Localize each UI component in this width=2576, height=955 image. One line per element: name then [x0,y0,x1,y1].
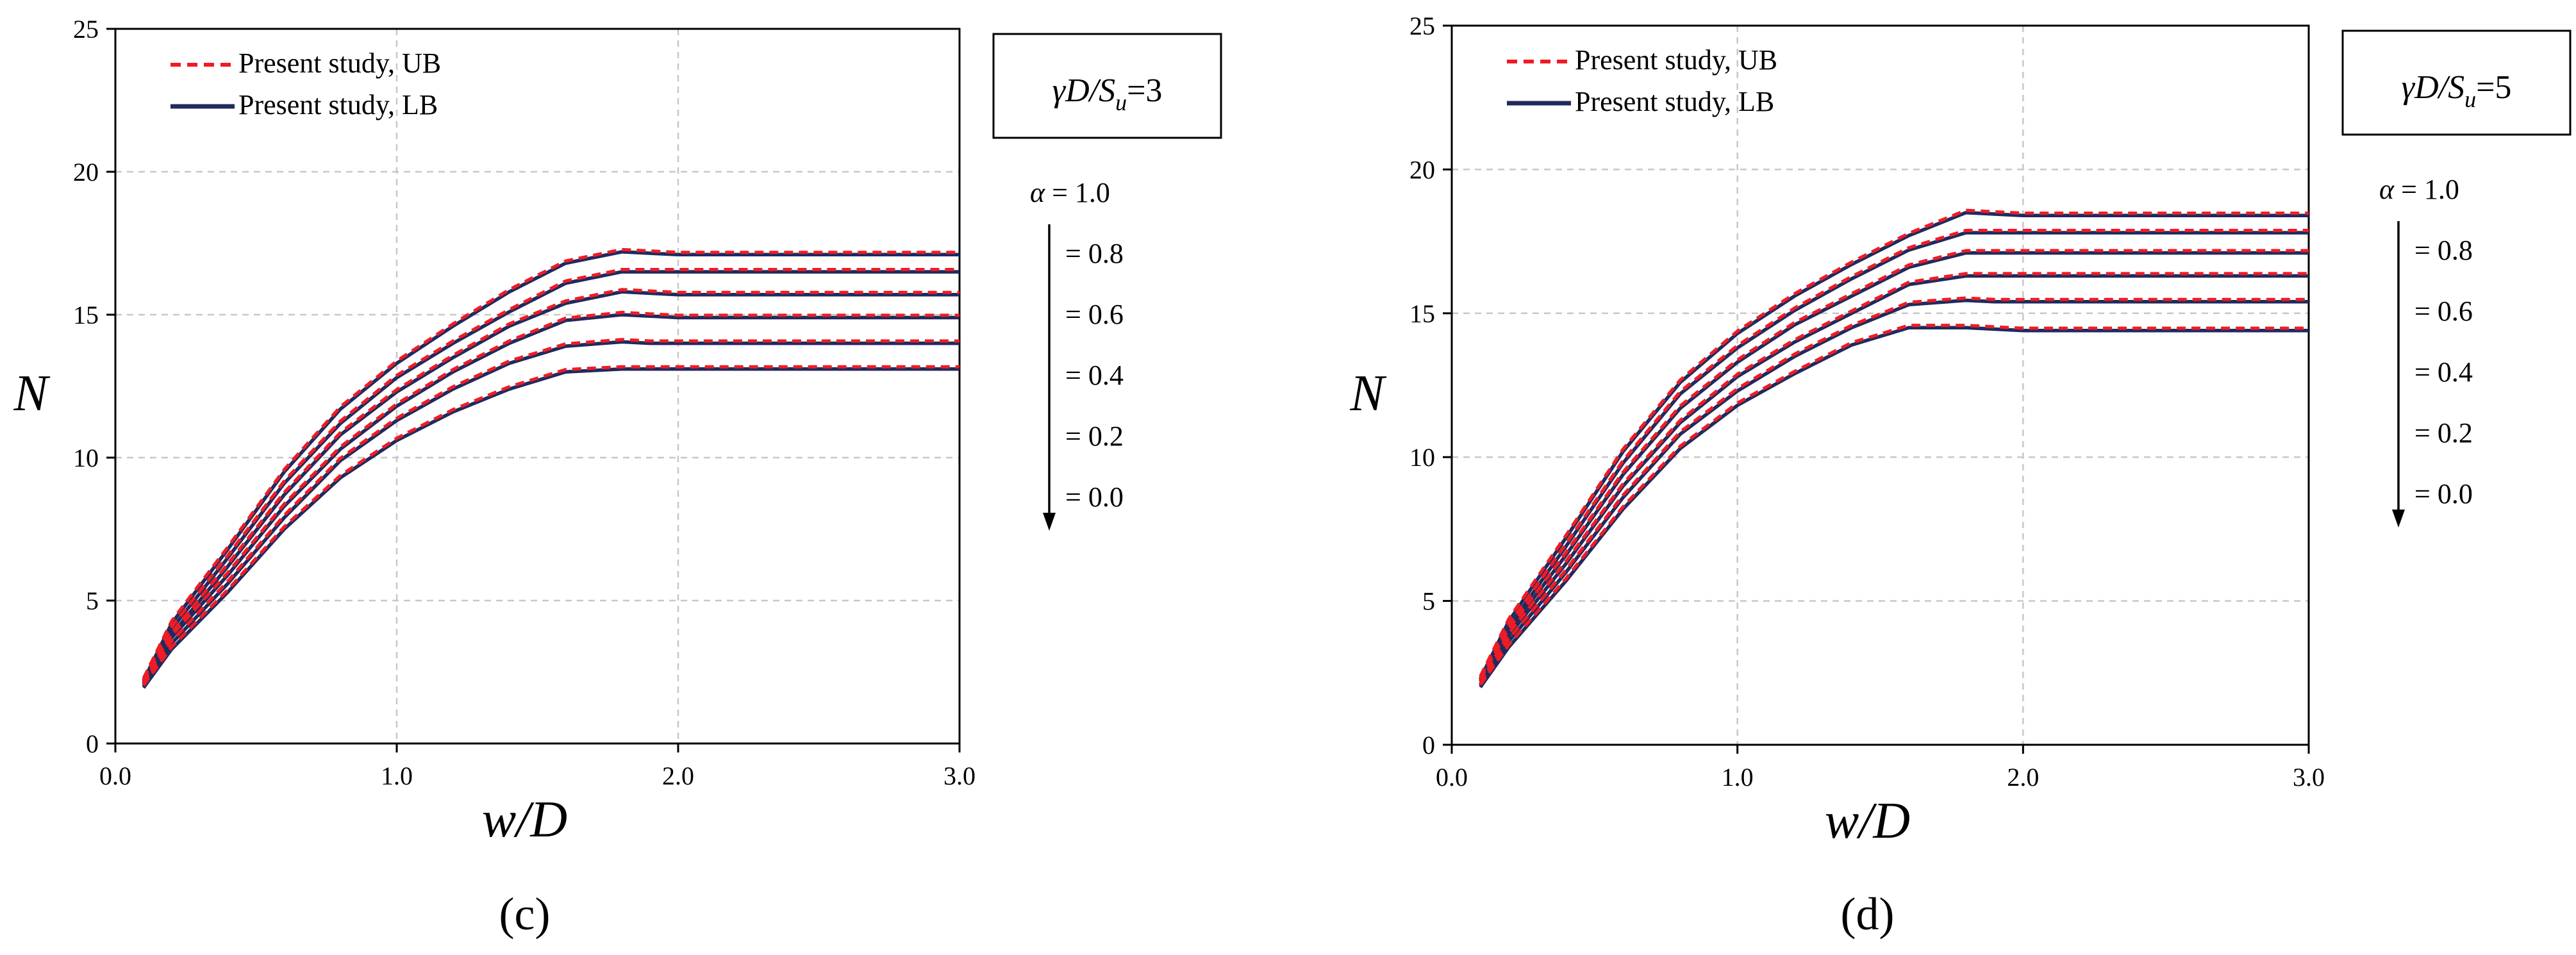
series-lb-line [142,340,960,688]
parameter-box [2341,29,2572,136]
series-ub-line [142,310,960,684]
y-tick-label: 5 [86,586,99,615]
series-lb-line [142,290,960,685]
series-ub-line [1479,249,2309,680]
legend-ub-label: Present study, UB [1575,44,1777,76]
series-ub-line [1479,272,2309,683]
alpha-label: = 0.8 [1065,238,1124,269]
chart-panel-c: 0 5 10 15 20 25 0.0 1.0 2.0 3.0 Nw/D (c) Present stu… [13,15,1222,940]
series-ub-line [142,288,960,683]
plot-area [1452,26,2309,745]
parameter-label-sub: u [2464,87,2476,112]
alpha-label: = 0.6 [1065,299,1124,330]
y-tick-label: 0 [1422,731,1435,760]
y-axis-title: N [1349,365,1387,422]
alpha-label: = 0.0 [1065,481,1124,513]
x-axis-title: w/D [1825,793,1910,849]
alpha-label: α = 1.0 [2379,174,2459,205]
alpha-label: = 0.4 [2414,356,2473,388]
alpha-label: α = 1.0 [1030,177,1110,208]
y-tick-label: 20 [1409,155,1435,184]
parameter-label-value: =5 [2476,69,2511,106]
axes-frame [1450,24,2310,746]
series-ub-line [142,247,960,679]
alpha-arrow-head [2392,510,2405,527]
y-tick-label: 20 [73,158,99,187]
alpha-label: = 0.2 [2414,417,2473,449]
alpha-label: = 0.2 [1065,420,1124,452]
series-ub-line [1479,229,2309,679]
y-tick-label: 10 [73,444,99,472]
parameter-box [992,33,1222,139]
parameter-label: γD/Su=3 [1052,72,1163,115]
legend-lb-label: Present study, LB [1575,86,1774,117]
x-axis-title: w/D [482,792,567,848]
parameter-label-main: γD/S [1052,72,1116,109]
x-tick-label: 2.0 [662,761,694,790]
x-tick-label: 1.0 [381,761,413,790]
y-tick-label: 15 [1409,299,1435,328]
series-ub-line [1479,296,2309,685]
x-tick-label: 3.0 [943,761,976,790]
panel-caption: (d) [1841,888,1895,940]
alpha-symbol: α [1030,177,1045,208]
y-tick-label: 5 [1422,587,1435,616]
x-tick-label: 3.0 [2293,763,2325,792]
alpha-symbol: α [2379,174,2395,205]
series-lb-line [1479,298,2309,687]
panel-caption: (c) [499,888,551,940]
parameter-label-sub: u [1115,90,1127,115]
legend-ub-label: Present study, UB [238,47,441,79]
parameter-label: γD/Su=5 [2402,69,2512,112]
y-tick-label: 15 [73,301,99,329]
x-tick-label: 2.0 [2007,763,2039,792]
x-tick-label: 0.0 [99,761,131,790]
parameter-label-main: γD/S [2402,69,2465,106]
legend-lb-label: Present study, LB [238,89,438,120]
alpha-value: = 1.0 [1045,177,1110,208]
series-ub-line [142,268,960,681]
y-tick-label: 10 [1409,443,1435,472]
chart-panel-d: 0 5 10 15 20 25 0.0 1.0 2.0 3.0 Nw/D (d) Present stu… [1349,12,2572,940]
alpha-value: = 1.0 [2394,174,2459,205]
alpha-label: = 0.0 [2414,478,2473,510]
alpha-arrow-head [1043,513,1056,531]
series-ub-line [1479,208,2309,677]
axes-frame [114,28,961,745]
alpha-label: = 0.8 [2414,235,2473,266]
series-ub-line [142,365,960,686]
alpha-label: = 0.6 [2414,295,2473,327]
y-tick-label: 25 [1409,12,1435,40]
series-ub-line [1479,324,2309,686]
parameter-label-value: =3 [1127,72,1162,109]
series-lb-line [1479,231,2309,681]
plot-area [115,29,960,743]
y-tick-label: 25 [73,15,99,44]
x-tick-label: 1.0 [1722,763,1754,792]
x-tick-label: 0.0 [1436,763,1468,792]
series-ub-line [142,338,960,685]
alpha-label: = 0.4 [1065,360,1124,391]
y-axis-title: N [13,365,51,422]
y-tick-label: 0 [86,729,99,758]
